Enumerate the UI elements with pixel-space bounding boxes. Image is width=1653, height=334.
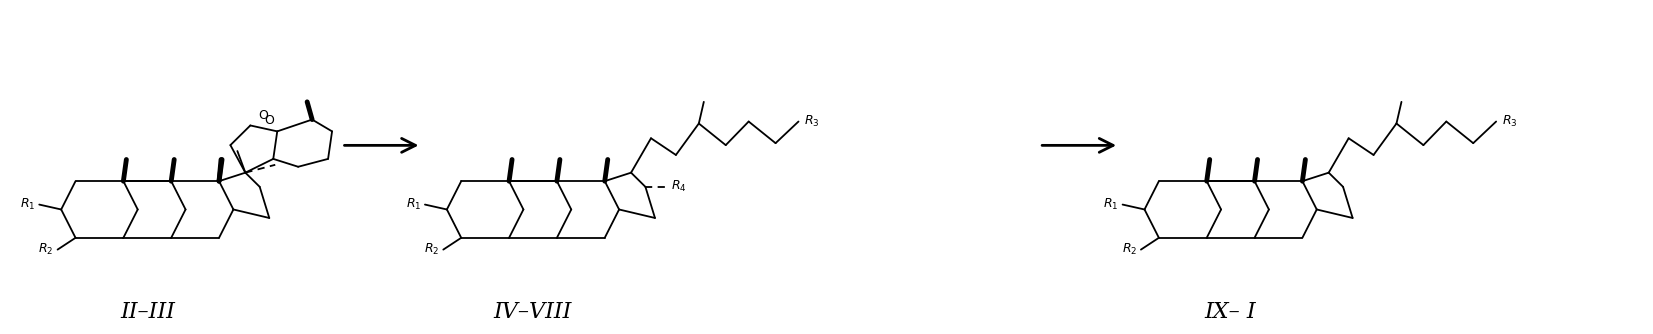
Text: II–III: II–III: [121, 301, 175, 323]
Text: IX– I: IX– I: [1205, 301, 1256, 323]
Text: $R_1$: $R_1$: [405, 197, 422, 212]
Text: $R_1$: $R_1$: [20, 197, 35, 212]
Text: $R_4$: $R_4$: [671, 179, 688, 194]
Text: IV–VIII: IV–VIII: [494, 301, 572, 323]
Text: O: O: [258, 109, 268, 122]
Text: $R_3$: $R_3$: [805, 114, 820, 129]
Text: $R_2$: $R_2$: [1122, 242, 1137, 257]
Text: $R_2$: $R_2$: [38, 242, 53, 257]
Text: $R_3$: $R_3$: [1503, 114, 1517, 129]
Text: $R_1$: $R_1$: [1103, 197, 1119, 212]
Text: $R_2$: $R_2$: [425, 242, 440, 257]
Text: O: O: [264, 115, 274, 128]
